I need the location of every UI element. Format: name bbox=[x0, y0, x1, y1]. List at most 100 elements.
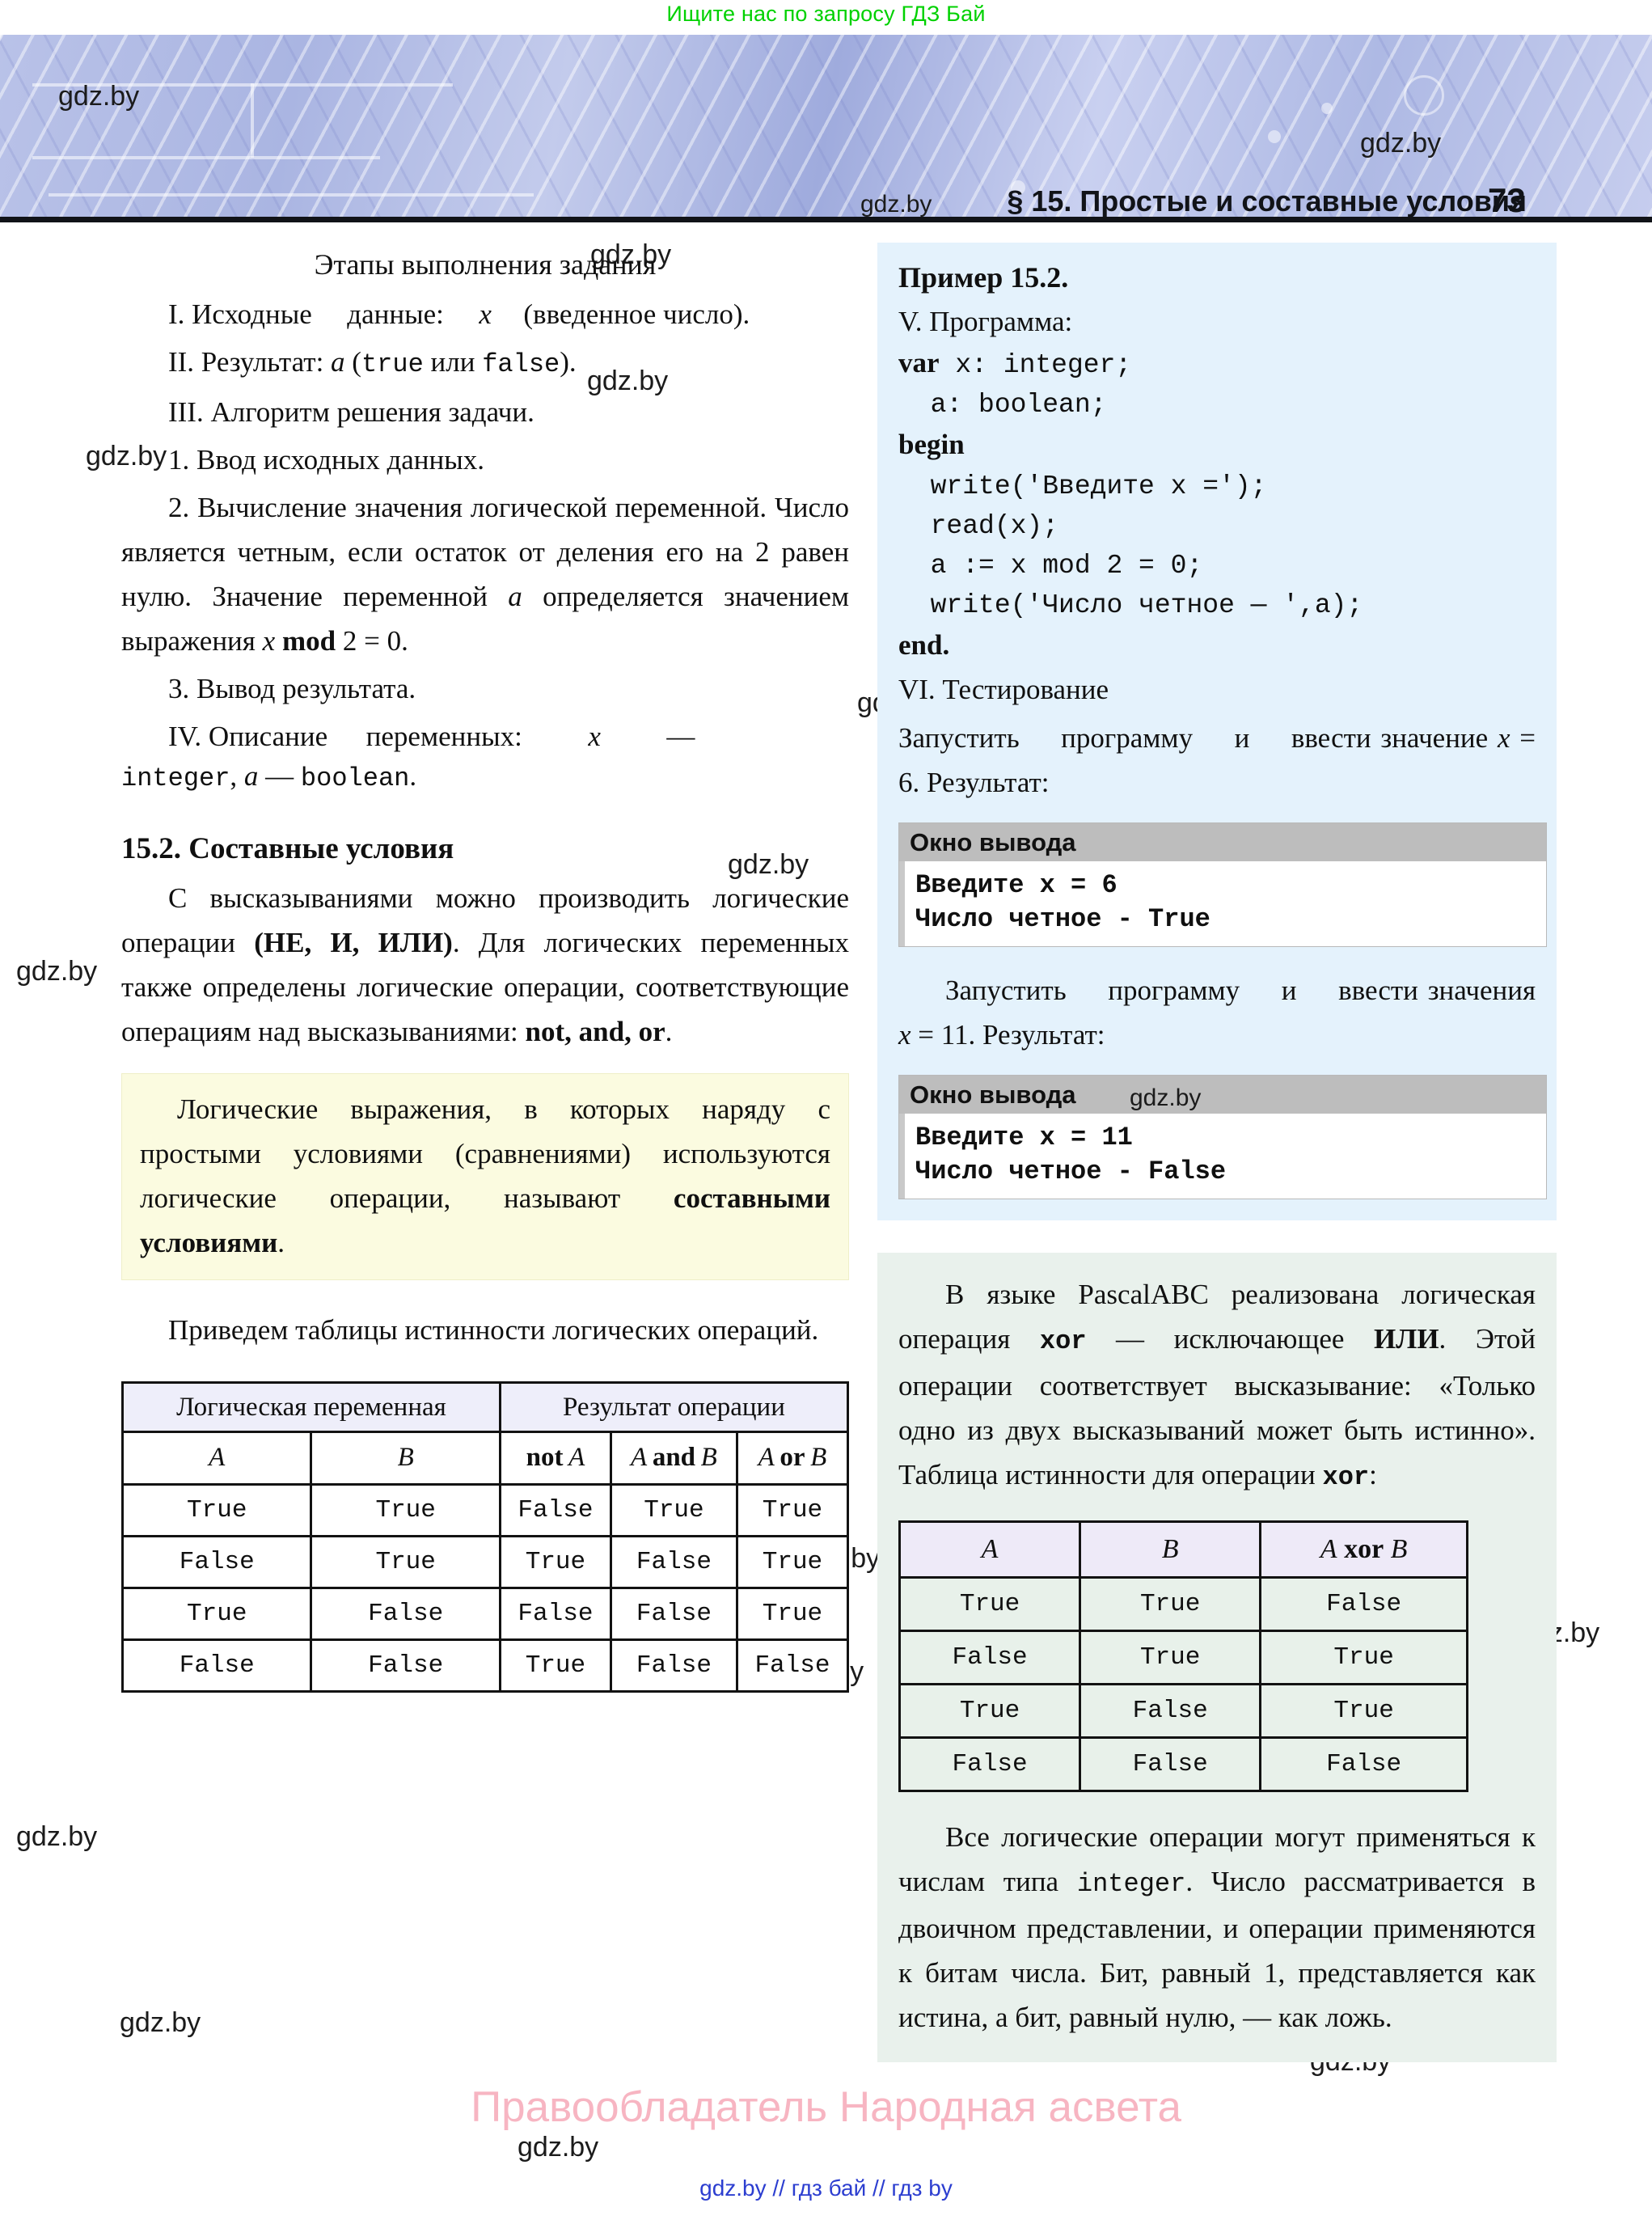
xor-col-head-b: B bbox=[1079, 1520, 1262, 1579]
item-i-text: данные: bbox=[347, 298, 444, 330]
step-2-expr-x: x bbox=[262, 625, 276, 657]
watermark-gdz: gdz.by bbox=[590, 239, 672, 270]
cell: True bbox=[735, 1587, 850, 1641]
item-i-variable: x bbox=[479, 298, 492, 330]
item-iv-variable-a: a bbox=[243, 760, 259, 792]
definition-text: Логические выражения, в которых наряду с… bbox=[140, 1087, 830, 1265]
logic-ops-text-c: . bbox=[665, 1016, 673, 1047]
cell: True bbox=[1079, 1630, 1262, 1685]
paragraph-tables-intro: Приведем таблицы истинности логических о… bbox=[168, 1314, 819, 1346]
literal-true: true bbox=[361, 349, 424, 379]
cell: True bbox=[898, 1683, 1082, 1739]
definition-text-a: Логические выражения, в которых наряду с… bbox=[140, 1093, 830, 1214]
keyword-end: end. bbox=[898, 629, 950, 661]
op-or-rhs: B bbox=[810, 1443, 827, 1472]
cell: False bbox=[120, 1535, 313, 1589]
item-ii-variable: a bbox=[331, 346, 345, 378]
paragraph-run-2: Запустить программу и ввести значения x … bbox=[898, 968, 1536, 1057]
type-integer: integer bbox=[121, 763, 230, 793]
xor-op: xor bbox=[1344, 1534, 1384, 1564]
logic-table-body: A B not A A and B A or B True True False… bbox=[120, 1431, 850, 1693]
table-row: True True False bbox=[898, 1576, 1468, 1632]
col-head-a: A bbox=[120, 1431, 313, 1486]
cell: False bbox=[498, 1587, 612, 1641]
cell: True bbox=[120, 1483, 313, 1537]
pascal-code-block: var x: integer; a: boolean; begin write(… bbox=[898, 343, 1536, 667]
step-2-text-b: определяется значением выражения bbox=[121, 581, 849, 657]
item-i-label: I. Исходные bbox=[168, 298, 312, 330]
xor-col-head-a-xor-b: A xor B bbox=[1259, 1520, 1468, 1579]
table-row: True False True bbox=[898, 1683, 1468, 1739]
header-logic-variable: Логическая переменная bbox=[121, 1381, 501, 1433]
watermark-gdz: gdz.by bbox=[728, 849, 809, 880]
program-label: V. Программа: bbox=[898, 301, 1536, 343]
logic-ops-en: not, and, or bbox=[525, 1016, 665, 1047]
output-window-1-titlebar: Окно вывода bbox=[899, 823, 1546, 861]
cell: False bbox=[609, 1535, 738, 1589]
step-2-variable: a bbox=[508, 581, 522, 612]
item-ii-label: II. Результат: bbox=[168, 346, 332, 378]
item-ii-close: ). bbox=[560, 346, 577, 378]
col-b-label: B bbox=[397, 1443, 414, 1472]
run1-variable: x bbox=[1497, 722, 1510, 754]
output-line: Число четное - False bbox=[915, 1156, 1227, 1186]
run2-d: ввести значения bbox=[1338, 975, 1536, 1006]
example-title: Пример 15.2. bbox=[898, 261, 1069, 294]
cell: False bbox=[1079, 1736, 1262, 1792]
xor-op-lhs: A bbox=[1320, 1534, 1337, 1564]
table-header-row: Логическая переменная Результат операции bbox=[121, 1381, 850, 1433]
paragraph-item-iv-cont: integer, a — boolean. bbox=[121, 754, 849, 801]
bits-text-a: Все логические операции могут применятьс… bbox=[898, 1821, 1536, 1897]
item-iv-text: переменных: bbox=[365, 721, 522, 752]
run1-b: программу bbox=[1061, 722, 1194, 754]
table-row: True False False False True bbox=[120, 1587, 850, 1641]
page-number: 73 bbox=[1488, 181, 1526, 219]
code-line-7: write('Число четное — ',a); bbox=[898, 590, 1363, 620]
paragraph-step-2: 2. Вычисление значения логической переме… bbox=[121, 485, 849, 663]
output-window-2-body: Введите x = 11 Число четное - False bbox=[899, 1114, 1546, 1199]
watermark-gdz: gdz.by bbox=[16, 1821, 98, 1852]
xor-col-head-a: A bbox=[898, 1520, 1082, 1579]
cell: True bbox=[1259, 1630, 1468, 1685]
promo-text: Ищите нас по запросу ГДЗ Бай bbox=[666, 2, 986, 26]
paragraph-item-iv: IV. Описание переменных: x — bbox=[121, 714, 849, 759]
logic-ops-ru: (НЕ, И, ИЛИ) bbox=[254, 927, 453, 958]
keyword-xor-2: xor bbox=[1322, 1462, 1370, 1492]
paragraph-item-iii: III. Алгоритм решения задачи. bbox=[168, 396, 534, 428]
cell: False bbox=[120, 1638, 313, 1693]
keyword-begin: begin bbox=[898, 429, 965, 460]
item-ii-mid: или bbox=[423, 346, 483, 378]
cell: False bbox=[310, 1587, 501, 1641]
cell: True bbox=[120, 1587, 313, 1641]
output-window-1-body: Введите x = 6 Число четное - True bbox=[899, 861, 1546, 946]
xor-table-head: A B A xor B bbox=[898, 1520, 1468, 1579]
code-line-5: read(x); bbox=[898, 511, 1059, 541]
step-2-text-a: 2. Вычисление значения логической переме… bbox=[121, 492, 849, 612]
logic-table-head: Логическая переменная Результат операции bbox=[121, 1381, 850, 1433]
item-i-tail: (введенное число). bbox=[523, 298, 750, 330]
run2-c: и bbox=[1281, 975, 1297, 1006]
run1-d: ввести значение bbox=[1291, 722, 1498, 754]
keyword-xor: xor bbox=[1039, 1326, 1087, 1356]
col-a-label: A bbox=[209, 1443, 226, 1472]
example-panel: Пример 15.2. V. Программа: var x: intege… bbox=[877, 243, 1557, 1220]
col-head-b: B bbox=[310, 1431, 501, 1486]
item-iv-period: . bbox=[409, 760, 417, 792]
op-or: or bbox=[780, 1443, 805, 1472]
cell: False bbox=[498, 1483, 612, 1537]
xor-table-body: True True False False True True True Fal… bbox=[898, 1576, 1468, 1792]
table-row: False False False bbox=[898, 1736, 1468, 1792]
op-or-lhs: A bbox=[758, 1443, 775, 1472]
xor-panel: В языке PascalABC реализована логическая… bbox=[877, 1253, 1557, 2062]
table-subheader-row: A B not A A and B A or B bbox=[120, 1431, 850, 1486]
item-iv-comma: , bbox=[230, 760, 244, 792]
xor-text-b: — исключающее bbox=[1086, 1323, 1375, 1355]
cell: True bbox=[310, 1483, 501, 1537]
item-ii-open: ( bbox=[344, 346, 361, 378]
code-line-1: x: integer; bbox=[939, 350, 1132, 380]
footer-links[interactable]: gdz.by // гдз бай // гдз by bbox=[699, 2175, 953, 2201]
run2-b: программу bbox=[1108, 975, 1240, 1006]
run1-value: = 6. Результат: bbox=[898, 722, 1536, 798]
code-line-6: a := x mod 2 = 0; bbox=[898, 551, 1203, 581]
watermark-gdz: gdz.by bbox=[1130, 1085, 1202, 1111]
